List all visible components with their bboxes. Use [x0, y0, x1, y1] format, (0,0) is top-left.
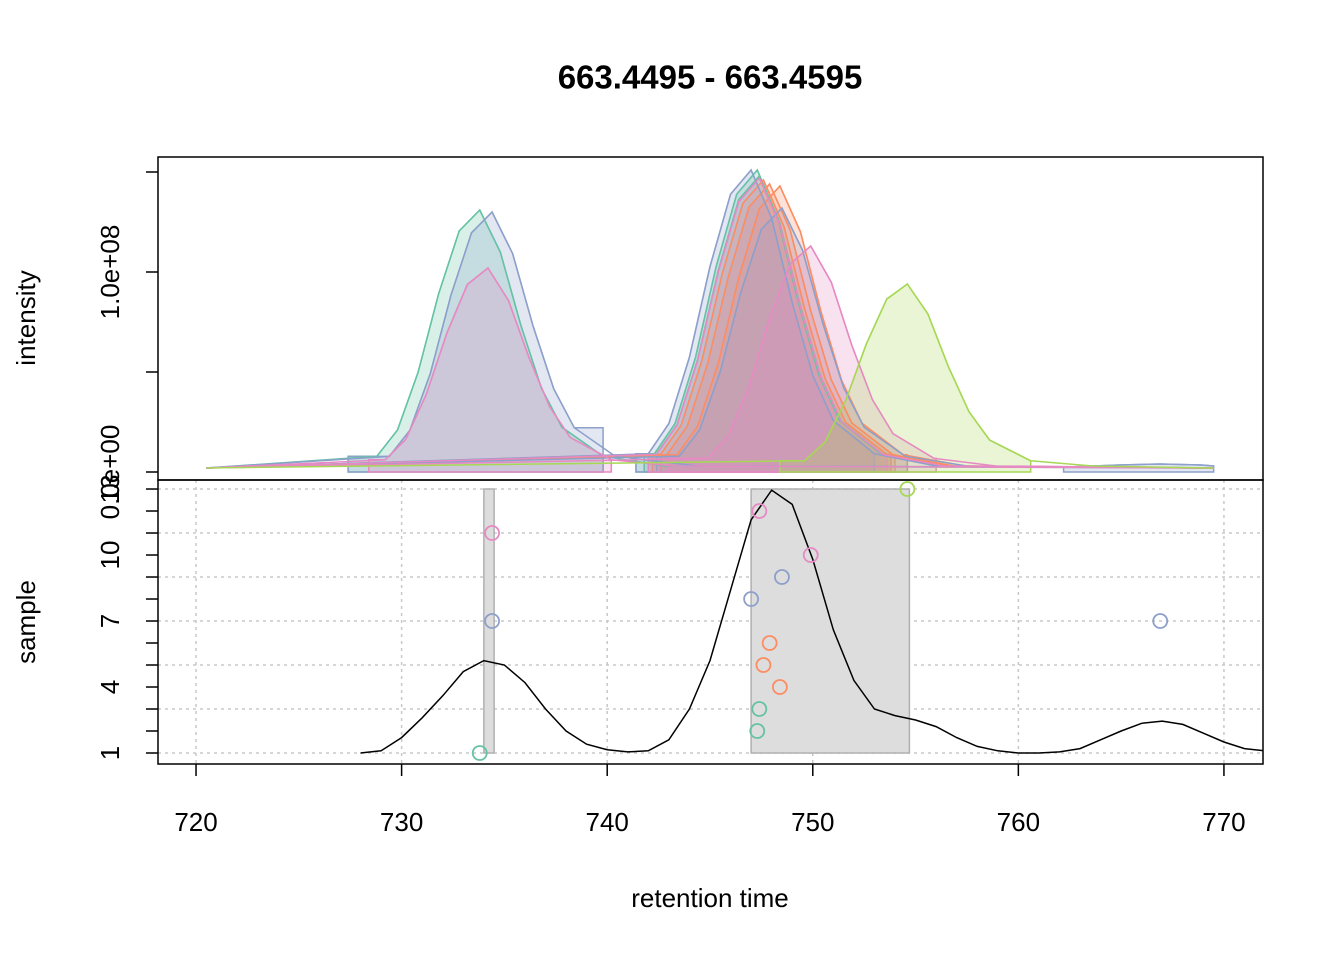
chromatogram-line: [206, 244, 1214, 469]
density-line: [360, 489, 1263, 754]
peak-point: [743, 591, 760, 607]
y-tick-label: 4: [95, 680, 125, 694]
x-tick-label: 740: [586, 807, 629, 837]
y-tick-label: 10: [95, 541, 125, 570]
x-tick-label: 730: [380, 807, 423, 837]
peak-point: [774, 569, 790, 585]
peak-point: [751, 701, 768, 717]
chromatogram-line: [206, 210, 1214, 469]
x-tick-label: 760: [997, 807, 1040, 837]
y-tick-label: 0.0e+00: [95, 425, 125, 520]
peak-point: [751, 503, 768, 519]
peak-point: [471, 745, 488, 761]
x-tick-label: 750: [791, 807, 834, 837]
chromatogram-panel: [206, 168, 1215, 473]
chromatogram-line: [206, 282, 1214, 469]
peak-group-rect: [750, 488, 911, 754]
x-tick-label: 720: [174, 807, 217, 837]
chromatogram-line: [206, 178, 1214, 469]
y-axis-label: intensity: [11, 270, 41, 365]
x-tick-label: 770: [1202, 807, 1245, 837]
peak-point: [755, 657, 772, 673]
chromatogram-line: [206, 168, 1214, 469]
peak-point: [802, 547, 819, 563]
peak-point: [749, 723, 766, 739]
peak-point: [484, 525, 500, 541]
peak-point: [484, 613, 500, 629]
bottom-frame: [157, 479, 1264, 765]
y-tick-label: 1: [95, 746, 125, 760]
chromatogram-line: [206, 206, 1214, 469]
sample-panel: [158, 480, 1263, 764]
chromatogram-line: [206, 176, 1214, 469]
chromatogram-line: [206, 182, 1214, 469]
peak-group-rect: [483, 488, 495, 754]
peak-point: [771, 679, 788, 695]
y-axis-label: sample: [11, 580, 41, 664]
peak-point: [1152, 613, 1169, 629]
axes: 0.0e+00 1.0e+08 1 4 7 10 13 720 730 740 750 760 770: [95, 171, 1246, 837]
x-axis-label: retention time: [631, 883, 789, 913]
y-tick-label: 1.0e+08: [95, 225, 125, 320]
peak-point: [899, 481, 916, 497]
y-tick-label: 7: [95, 614, 125, 628]
y-tick-label: 13: [95, 475, 125, 504]
chart-title: 663.4495 - 663.4595: [558, 59, 863, 96]
peak-point: [761, 635, 778, 651]
